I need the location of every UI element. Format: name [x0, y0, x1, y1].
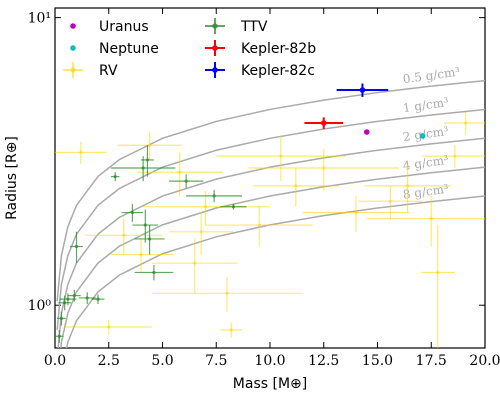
y-tick-label: 10⁰: [28, 298, 52, 314]
point: [148, 237, 152, 241]
plot-frame: [54, 7, 486, 349]
point: [294, 184, 298, 188]
point: [178, 170, 182, 174]
x-tick-label: 2.5: [98, 353, 120, 369]
point: [79, 150, 83, 154]
curve-label: 0.5 g/cm³: [402, 64, 461, 86]
legend-label: Kepler-82c: [241, 63, 315, 79]
point: [148, 143, 152, 147]
legend-label: Kepler-82b: [241, 41, 316, 57]
point: [152, 270, 156, 275]
point: [203, 205, 208, 209]
point: [184, 179, 188, 183]
y-tick-label: 10¹: [28, 11, 51, 27]
legend-label: Uranus: [99, 19, 149, 35]
legend-marker: [70, 67, 76, 73]
point: [363, 129, 370, 135]
y-axis-label: Radius [R⊕]: [4, 136, 20, 220]
point: [107, 325, 111, 329]
point: [436, 270, 440, 275]
legend-marker: [212, 45, 218, 51]
x-tick-label: 15.0: [362, 353, 393, 369]
point: [322, 166, 326, 170]
legend-marker: [70, 23, 76, 29]
point: [139, 252, 143, 257]
point: [85, 296, 89, 300]
point: [429, 217, 433, 221]
x-tick-label: 17.5: [416, 353, 447, 369]
point: [359, 87, 366, 93]
plot-area: 0.5 g/cm³ 1 g/cm³ 2 g/cm³ 4 g/cm³ 8 g/cm³: [55, 64, 485, 348]
legend-marker: [212, 23, 218, 29]
curve-label: 8 g/cm³: [402, 182, 450, 202]
point: [320, 120, 327, 126]
legend-label: RV: [99, 63, 118, 79]
x-tick-label: 12.5: [308, 353, 339, 369]
curve-label: 2 g/cm³: [402, 124, 450, 144]
point: [59, 316, 64, 320]
point: [57, 334, 61, 338]
density-curve: [57, 137, 485, 348]
legend-marker: [212, 67, 218, 73]
point: [453, 154, 457, 158]
curve-label: 4 g/cm³: [402, 153, 450, 173]
point: [406, 184, 410, 188]
point: [122, 233, 126, 237]
point: [388, 199, 392, 203]
point: [66, 297, 70, 301]
density-curve: [56, 108, 485, 331]
point: [199, 230, 203, 234]
legend-marker: [70, 45, 76, 51]
point: [96, 297, 100, 301]
density-curve: [65, 195, 485, 348]
x-tick-label: 7.5: [205, 353, 227, 369]
point: [257, 223, 261, 227]
point: [74, 244, 79, 249]
point: [229, 328, 233, 332]
point: [231, 205, 236, 209]
point: [72, 294, 76, 298]
point: [130, 210, 134, 215]
point: [141, 166, 145, 170]
legend-label: TTV: [240, 19, 268, 35]
point: [419, 133, 426, 139]
x-tick-label: 0.0: [44, 353, 66, 369]
point: [193, 261, 197, 265]
x-axis-label: Mass [M⊕]: [233, 376, 307, 392]
x-tick-label: 5.0: [151, 353, 173, 369]
point: [145, 158, 150, 162]
point: [63, 301, 67, 305]
point: [464, 121, 468, 125]
point: [212, 194, 216, 198]
point: [279, 154, 283, 158]
point: [143, 223, 147, 227]
point: [113, 175, 117, 179]
x-tick-label: 10.0: [254, 353, 285, 369]
x-tick-label: 20.0: [469, 353, 500, 369]
curve-label: 1 g/cm³: [402, 95, 450, 115]
legend-label: Neptune: [99, 41, 159, 57]
density-curve: [60, 166, 485, 348]
point: [225, 291, 229, 295]
density-curve: [56, 79, 485, 302]
point: [354, 210, 358, 215]
